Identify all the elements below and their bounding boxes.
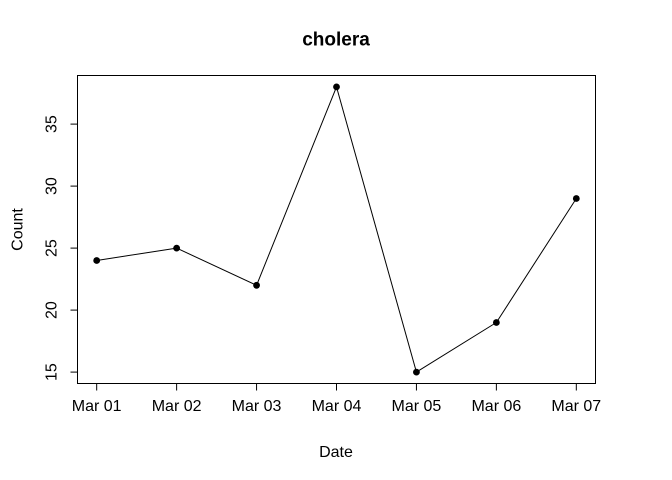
data-line [96, 86, 577, 373]
y-axis-label: Count [10, 208, 27, 251]
x-tick-label: Mar 07 [551, 398, 601, 415]
x-tick-label: Mar 02 [152, 398, 202, 415]
data-point [173, 244, 181, 252]
plot-box [77, 75, 596, 384]
x-tick-label: Mar 06 [471, 398, 521, 415]
y-tick-label: 20 [44, 301, 61, 319]
data-point [333, 83, 340, 91]
x-tick-label: Mar 04 [312, 398, 362, 415]
data-point [492, 319, 500, 326]
x-tick-label: Mar 03 [232, 398, 282, 415]
data-point [93, 257, 101, 264]
y-tick-label: 15 [44, 363, 61, 381]
plot-layer: Mar 01 Mar 02 Mar 03 Mar 04 Mar 05 Mar 06 Mar … [44, 75, 601, 415]
x-tick-label: Mar 01 [72, 398, 122, 415]
x-tick-label: Mar 05 [392, 398, 442, 415]
y-tick-label: 35 [44, 115, 61, 133]
x-axis-label: Date [319, 444, 353, 461]
data-point [253, 281, 260, 289]
chart-title: cholera [302, 30, 370, 51]
y-tick-label: 25 [44, 239, 61, 257]
y-tick-label: 30 [44, 177, 61, 195]
data-point [572, 195, 580, 202]
data-point [413, 368, 420, 376]
